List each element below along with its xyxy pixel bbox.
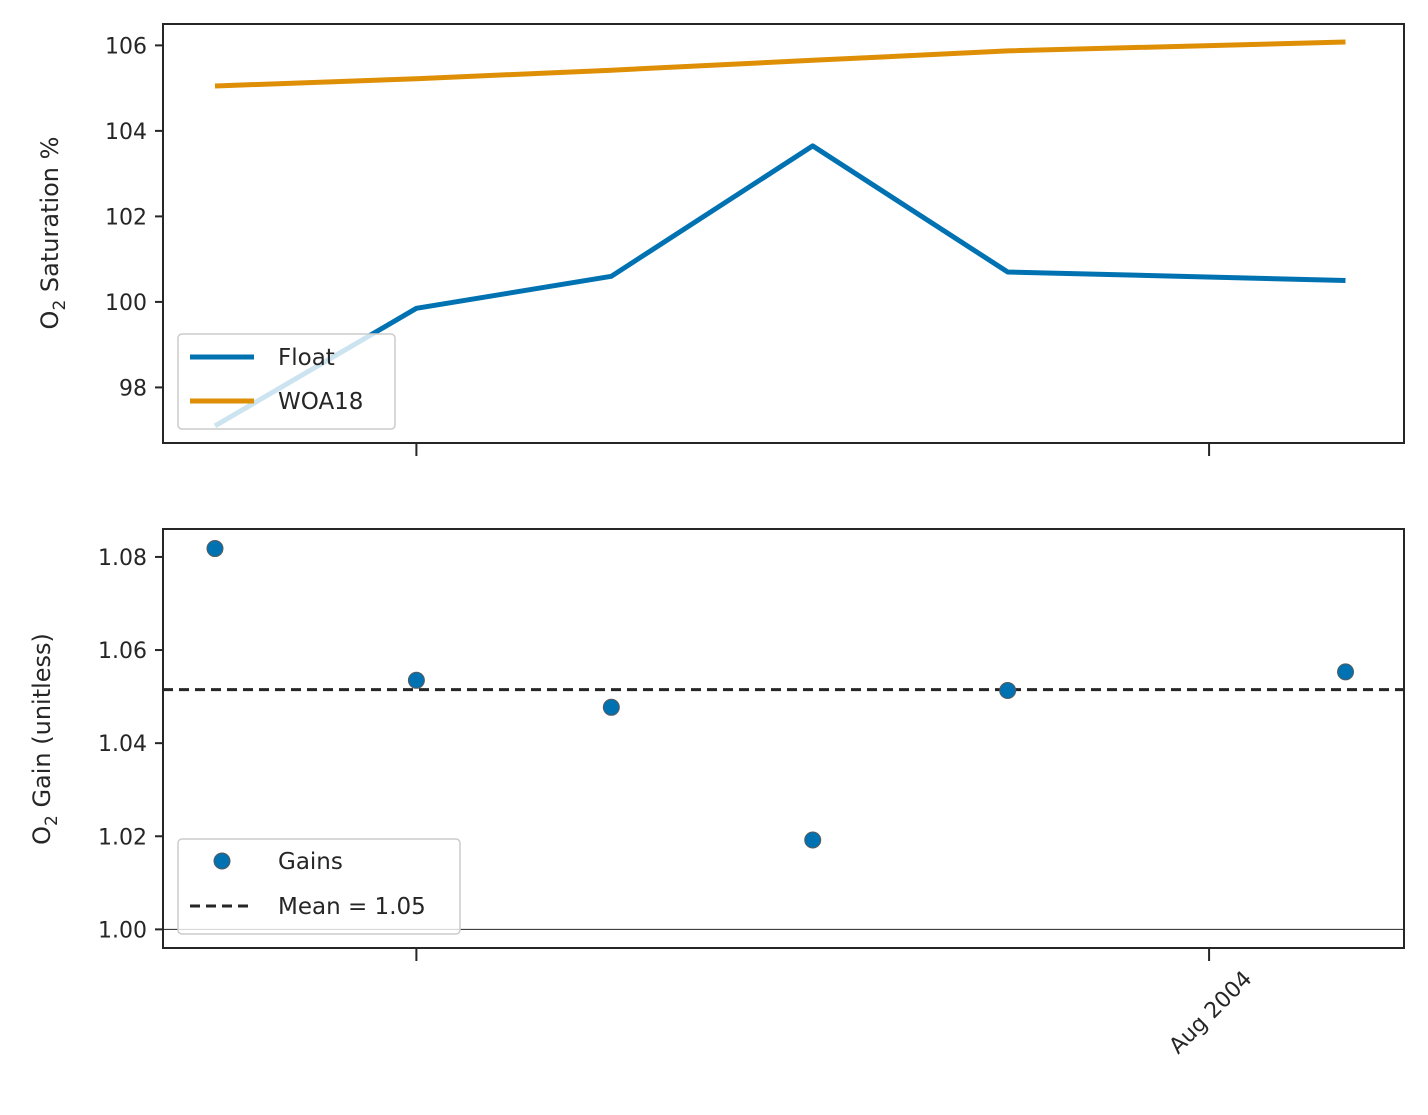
legend-mean-label: Mean = 1.05 [278, 894, 426, 920]
gain-y-tick-label: 1.02 [98, 825, 147, 850]
saturation-axes-frame [162, 23, 1405, 444]
gain-x-tick-label: Aug 2004 [1165, 967, 1258, 1060]
gain-y-tick-label: 1.08 [98, 546, 147, 571]
saturation-y-axis-label: O2 Saturation % [36, 137, 70, 330]
gain-x-axis: Aug 2004 [415, 948, 1258, 1060]
gain-point [1337, 663, 1355, 681]
legend-gains-marker [213, 852, 231, 870]
series-line-float [213, 143, 1346, 429]
saturation-panel: 98 100 102 104 106 O2 Saturation % Float WOA… [36, 23, 1405, 456]
legend-gains-label: Gains [278, 849, 343, 875]
saturation-y-tick-label: 106 [105, 34, 147, 59]
gain-axes-frame [162, 528, 1405, 949]
gain-legend: Gains Mean = 1.05 [177, 838, 461, 935]
gain-point [999, 682, 1017, 700]
gain-panel: 1.00 1.02 1.04 1.06 1.08 Aug 2004 O2 Gain (u… [28, 528, 1405, 1060]
gain-y-axis-label: O2 Gain (unitless) [28, 633, 62, 845]
saturation-y-tick-label: 100 [105, 291, 147, 316]
series-line-woa18 [214, 39, 1346, 89]
saturation-x-axis [415, 443, 1211, 456]
gain-y-tick-label: 1.06 [98, 639, 147, 664]
gain-y-axis: 1.00 1.02 1.04 1.06 1.08 [98, 546, 163, 943]
saturation-plot-area [213, 39, 1346, 429]
saturation-y-axis: 98 100 102 104 106 [105, 34, 163, 401]
gain-point [206, 540, 224, 558]
gain-y-tick-label: 1.04 [98, 732, 147, 757]
gain-y-tick-label: 1.00 [98, 918, 147, 943]
legend-float-label: Float [278, 345, 335, 371]
legend-woa18-label: WOA18 [278, 389, 363, 415]
saturation-y-tick-label: 98 [119, 376, 147, 401]
gain-point [804, 831, 822, 849]
gain-legend-box [177, 838, 461, 935]
saturation-y-tick-label: 104 [105, 120, 147, 145]
gain-point [407, 671, 425, 689]
gain-point [602, 698, 620, 716]
saturation-y-tick-label: 102 [105, 205, 147, 230]
saturation-legend: Float WOA18 [177, 333, 396, 430]
